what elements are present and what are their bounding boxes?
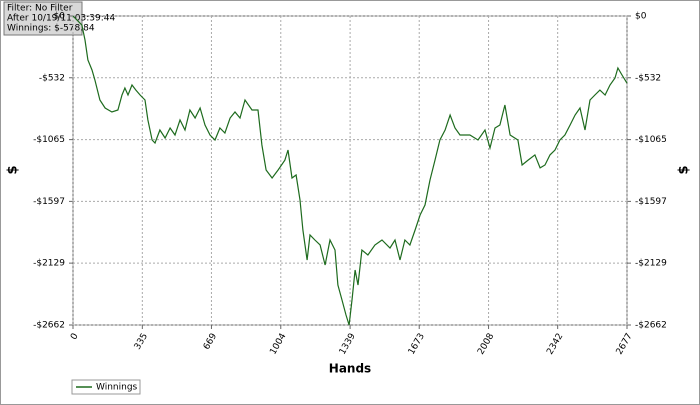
series-line [72, 15, 628, 326]
y-tick-label: -$1065 [33, 135, 65, 145]
y-tick-label: $0 [54, 12, 66, 22]
x-tick-label: 0 [69, 332, 81, 342]
y-tick-label: -$2129 [33, 259, 65, 269]
y-tick-label: -$1597 [33, 197, 65, 207]
x-axis-label: Hands [329, 362, 371, 376]
info-text: After 10/19/11 03:39:44 [7, 14, 115, 24]
info-text: Filter: No Filter [7, 4, 73, 14]
y2-tick-label: -$2129 [635, 259, 667, 269]
info-box [3, 1, 83, 36]
plot-area [72, 15, 628, 326]
y2-tick-label: -$1065 [635, 135, 667, 145]
y2-tick-label: -$532 [635, 73, 661, 83]
y2-axis-label: $ [677, 165, 692, 174]
y2-tick-label: -$2662 [635, 321, 667, 331]
legend-label: Winnings [96, 383, 138, 393]
y2-tick-label: -$1597 [635, 197, 667, 207]
info-text: Winnings: $-578.84 [7, 24, 95, 34]
legend-box [71, 379, 141, 395]
y-axis-label: $ [6, 165, 21, 174]
y-tick-label: -$2662 [33, 321, 65, 331]
y-tick-label: -$532 [39, 73, 65, 83]
y2-tick-label: $0 [635, 12, 647, 22]
